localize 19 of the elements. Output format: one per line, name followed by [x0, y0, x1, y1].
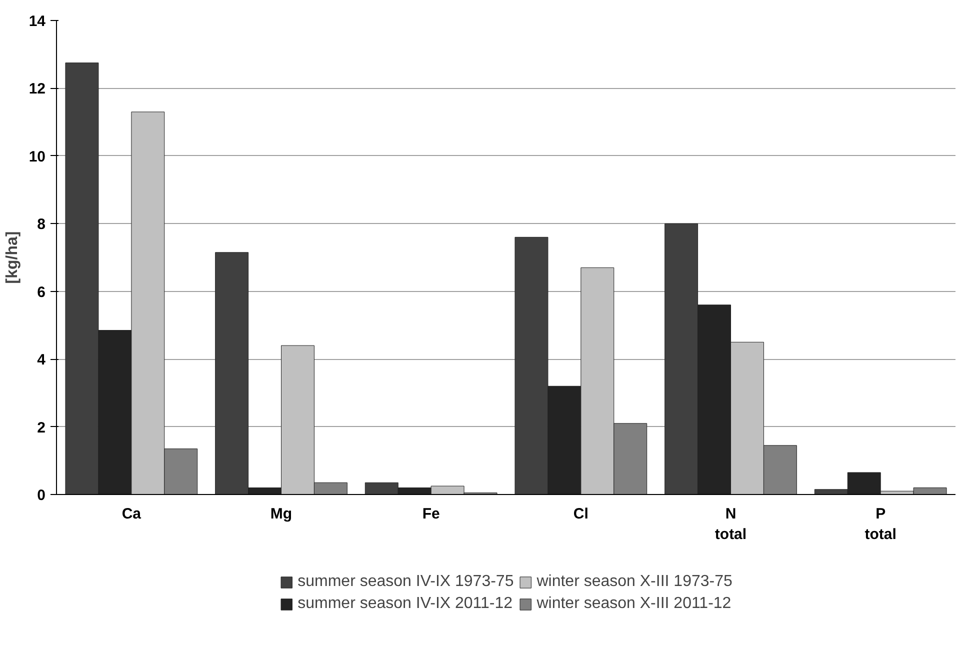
y-tick-label: 12	[28, 80, 46, 98]
x-tick-label: Mg	[270, 506, 292, 522]
y-tick-label: 6	[37, 284, 46, 301]
y-tick-label: 2	[37, 419, 46, 436]
x-tick-label: Cl	[573, 506, 588, 522]
y-tick-label: 4	[37, 352, 46, 369]
legend-label: summer season IV-IX 2011-12	[298, 594, 513, 612]
x-tick-label: P total	[864, 506, 896, 543]
y-tick-label: 10	[28, 148, 46, 166]
x-tick-label: Fe	[422, 506, 440, 522]
x-tick-label: Ca	[122, 506, 142, 522]
legend-label: winter season X-III 1973-75	[536, 572, 732, 590]
y-tick-label: 14	[28, 13, 46, 30]
y-tick-label: 0	[37, 487, 46, 504]
legend-label: winter season X-III 2011-12	[536, 594, 732, 612]
legend-label: summer season IV-IX 1973-75	[298, 572, 514, 590]
y-tick-label: 8	[37, 216, 46, 234]
y-axis-title: [kg/ha]	[4, 231, 21, 284]
x-tick-label: N total	[714, 506, 747, 543]
